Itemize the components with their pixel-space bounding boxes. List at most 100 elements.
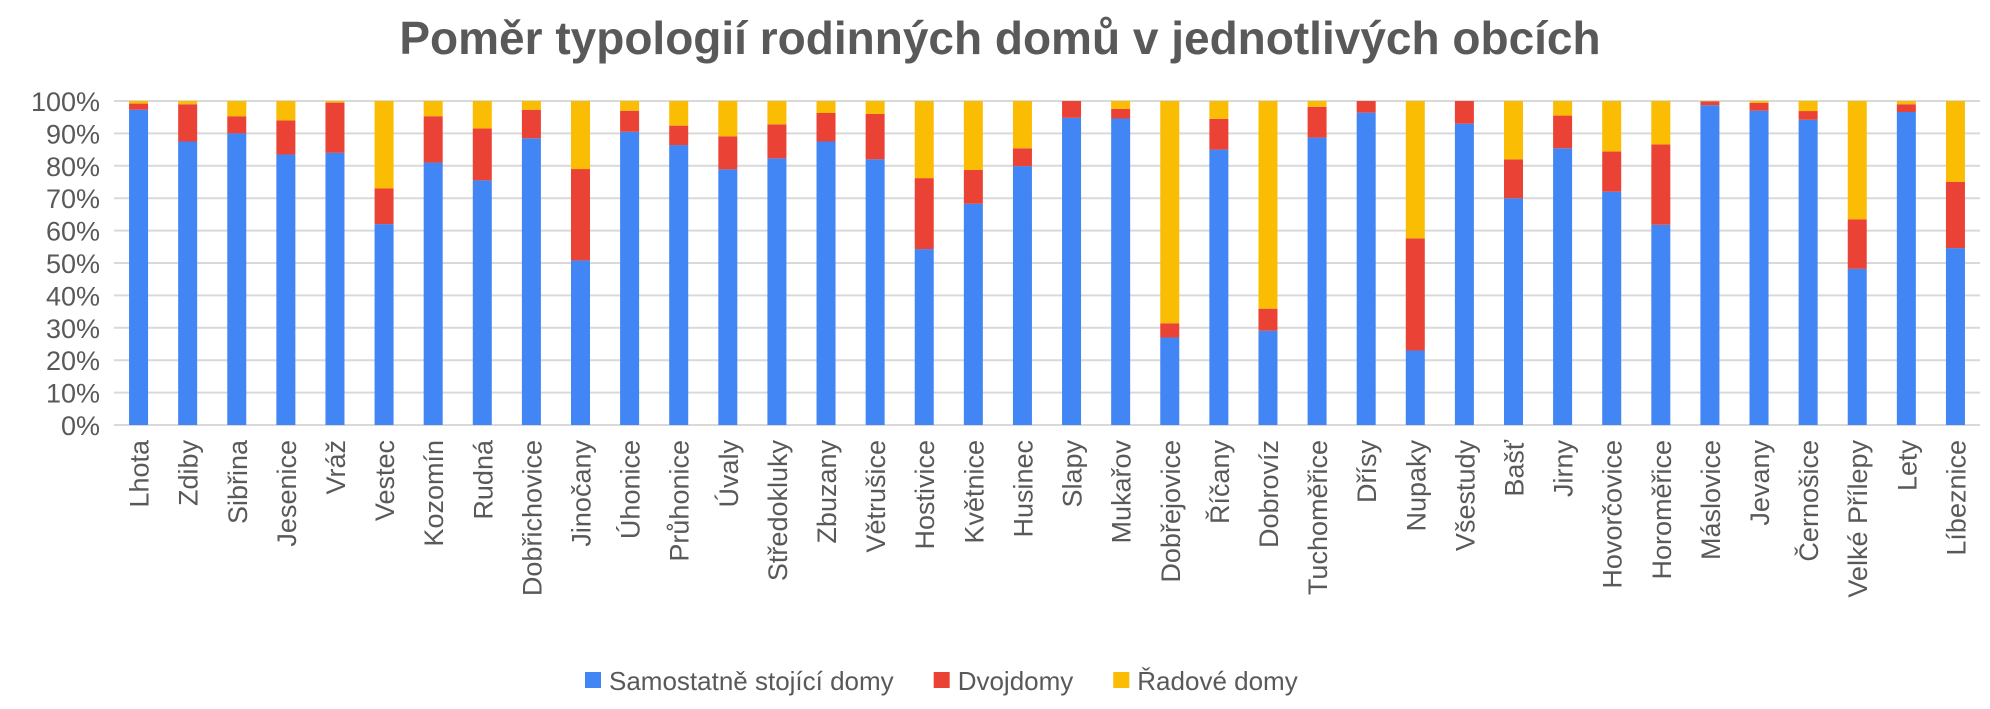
x-tick-label: Průhonice	[665, 440, 695, 562]
bar-segment	[1651, 144, 1671, 225]
bar-segment	[1111, 101, 1131, 109]
bar-segment	[227, 101, 247, 117]
legend-label: Samostatně stojící domy	[609, 666, 894, 696]
y-tick-label: 100%	[31, 87, 100, 117]
x-tick-label: Větrušice	[861, 440, 891, 553]
bar-segment	[669, 125, 689, 146]
x-tick-label: Vráž	[321, 440, 351, 495]
bar-segment	[914, 178, 934, 250]
x-tick-label: Velké Přílepy	[1843, 440, 1873, 598]
bar-segment	[865, 113, 885, 160]
bar-segment	[1454, 123, 1474, 426]
x-tick-label: Horoměřice	[1647, 440, 1677, 580]
bar-segment	[374, 101, 394, 189]
bar-segment	[718, 169, 738, 425]
x-tick-label: Všestudy	[1450, 440, 1480, 552]
bar-segment	[816, 141, 836, 425]
x-tick-label: Líbeznice	[1941, 440, 1971, 556]
bar-segment	[767, 158, 787, 425]
bar-segment	[1209, 149, 1229, 425]
x-tick-label: Dobrovíz	[1254, 440, 1284, 548]
y-axis-ticks: 0%10%20%30%40%50%60%70%80%90%100%	[31, 87, 100, 441]
x-tick-label: Tuchoměřice	[1303, 440, 1333, 595]
bar-segment	[1651, 224, 1671, 425]
x-tick-label: Středokluky	[763, 440, 793, 582]
bar-segment	[914, 249, 934, 425]
x-tick-label: Vestec	[370, 440, 400, 521]
bar-segment	[1504, 198, 1523, 425]
bars	[129, 101, 1965, 426]
bar-segment	[1012, 101, 1032, 149]
y-tick-label: 40%	[46, 281, 100, 311]
bar-segment	[1798, 101, 1818, 112]
bar-segment	[325, 102, 345, 153]
bar-segment	[718, 101, 738, 137]
bar-segment	[1749, 110, 1769, 425]
x-tick-label: Sibřina	[223, 439, 253, 524]
bar-segment	[620, 131, 640, 425]
y-tick-label: 50%	[46, 249, 100, 279]
bar-segment	[1405, 238, 1425, 351]
legend-swatch	[933, 672, 950, 688]
bar-segment	[1454, 101, 1474, 124]
x-tick-label: Úvaly	[713, 440, 744, 508]
bar-segment	[1160, 101, 1180, 324]
x-tick-label: Úhonice	[615, 440, 646, 539]
x-tick-label: Slapy	[1058, 440, 1088, 508]
bar-segment	[1896, 112, 1916, 426]
bar-segment	[1602, 151, 1622, 192]
bar-segment	[1160, 337, 1180, 425]
y-tick-label: 60%	[46, 217, 100, 247]
bar-segment	[325, 101, 345, 103]
legend-swatch	[585, 672, 601, 688]
bar-segment	[1847, 268, 1867, 425]
bar-segment	[1504, 101, 1523, 160]
bar-segment	[227, 133, 247, 425]
bar-segment	[669, 145, 689, 425]
x-tick-label: Máslovice	[1696, 440, 1726, 560]
bar-segment	[1553, 148, 1573, 425]
bar-segment	[963, 101, 983, 171]
bar-segment	[1700, 105, 1720, 425]
bar-segment	[1798, 119, 1818, 426]
bar-segment	[521, 109, 541, 139]
bar-segment	[620, 110, 640, 132]
bar-segment	[1160, 323, 1180, 338]
y-tick-label: 80%	[46, 152, 100, 182]
bar-segment	[1945, 101, 1965, 182]
bar-segment	[914, 101, 934, 179]
chart-title: Poměr typologií rodinných domů v jednotl…	[399, 12, 1600, 64]
bar-segment	[1062, 117, 1082, 426]
bar-segment	[767, 101, 787, 125]
bar-segment	[472, 101, 492, 129]
bar-segment	[1258, 101, 1278, 309]
bar-segment	[423, 101, 443, 117]
bar-segment	[1111, 108, 1131, 119]
bar-segment	[178, 104, 198, 142]
bar-segment	[1700, 101, 1720, 106]
x-tick-label: Květnice	[959, 440, 989, 544]
bar-segment	[1504, 159, 1523, 199]
x-tick-label: Rudná	[468, 439, 498, 520]
bar-segment	[1356, 101, 1376, 113]
bar-segment	[1012, 148, 1032, 167]
bar-segment	[1847, 219, 1867, 269]
bar-segment	[1405, 350, 1425, 425]
bar-segment	[1945, 182, 1965, 249]
bar-segment	[1258, 330, 1278, 425]
x-tick-label: Kozomín	[419, 440, 449, 547]
bar-segment	[521, 138, 541, 425]
x-tick-label: Lety	[1892, 440, 1922, 492]
bar-segment	[472, 180, 492, 425]
y-tick-label: 90%	[46, 119, 100, 149]
bar-segment	[571, 101, 590, 170]
bar-segment	[472, 128, 492, 181]
legend-label: Dvojdomy	[958, 666, 1074, 696]
y-tick-label: 20%	[46, 346, 100, 376]
bar-segment	[1307, 106, 1327, 138]
bar-segment	[865, 101, 885, 114]
bar-segment	[1896, 104, 1916, 113]
bar-segment	[1602, 191, 1622, 425]
bar-segment	[1602, 101, 1622, 152]
y-tick-label: 0%	[61, 411, 100, 441]
